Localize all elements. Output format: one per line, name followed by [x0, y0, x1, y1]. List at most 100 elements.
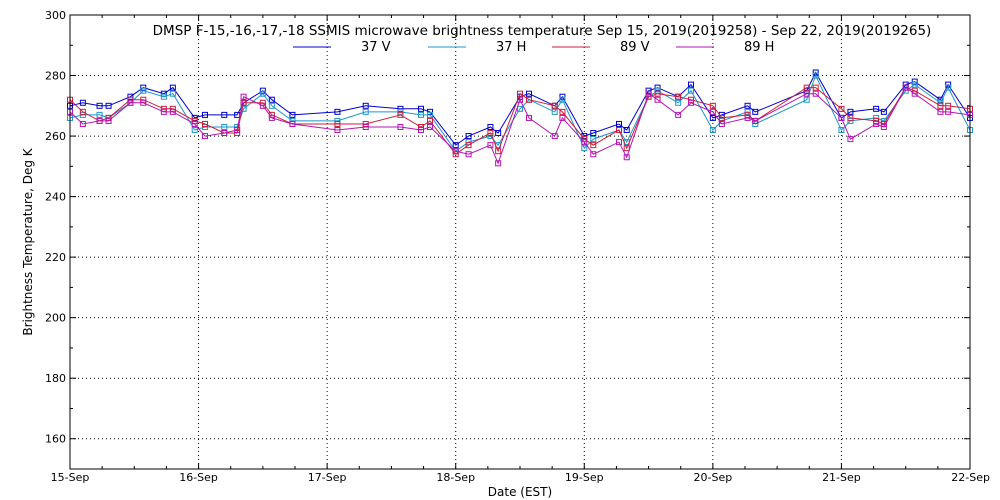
data-point: [873, 120, 880, 127]
legend-label: 37 H: [496, 40, 526, 55]
data-point: [709, 102, 716, 109]
data-point: [234, 127, 241, 134]
data-point: [397, 108, 404, 115]
data-point: [268, 114, 275, 121]
data-point: [240, 93, 247, 100]
data-point: [191, 120, 198, 127]
data-point: [334, 117, 341, 124]
data-point: [362, 120, 369, 127]
data-point: [616, 127, 622, 134]
data-point: [880, 108, 887, 115]
data-point: [268, 102, 275, 109]
x-tick-label: 21-Sep: [822, 471, 861, 484]
data-point: [590, 142, 597, 149]
data-point: [590, 130, 597, 137]
data-point: [616, 139, 622, 146]
data-point: [289, 120, 296, 127]
data-point: [902, 84, 909, 91]
data-point: [623, 154, 630, 161]
data-point: [847, 136, 854, 143]
data-point: [551, 133, 558, 140]
data-point: [752, 117, 759, 124]
data-point: [803, 96, 810, 103]
data-point: [362, 123, 369, 130]
data-point: [169, 105, 176, 112]
data-point: [654, 96, 661, 103]
y-tick-label: 200: [45, 312, 66, 325]
legend-entry: 89 V: [552, 40, 650, 55]
data-point: [616, 120, 622, 127]
data-point: [495, 160, 502, 167]
series-line: [69, 74, 971, 152]
data-point: [937, 108, 944, 115]
data-point: [495, 148, 502, 155]
data-point: [427, 111, 433, 118]
data-point: [160, 108, 167, 115]
data-point: [526, 114, 532, 121]
data-point: [221, 123, 228, 130]
data-point: [812, 84, 819, 91]
data-point: [465, 151, 472, 158]
plot-background: [70, 15, 970, 469]
data-point: [744, 111, 751, 118]
series-line: [69, 86, 971, 155]
data-point: [623, 145, 630, 152]
data-point: [96, 117, 103, 124]
data-point: [259, 90, 266, 97]
data-point: [362, 108, 369, 115]
data-point: [221, 130, 228, 137]
data-point: [427, 108, 433, 115]
data-point: [709, 108, 716, 115]
data-point: [847, 117, 854, 124]
data-point: [234, 130, 241, 137]
data-point: [140, 96, 147, 103]
data-point: [334, 108, 341, 115]
data-point: [160, 105, 167, 112]
data-point: [937, 102, 944, 109]
data-point: [623, 127, 630, 134]
x-tick-label: 22-Sep: [951, 471, 990, 484]
data-point: [752, 108, 759, 115]
legend-label: 89 H: [744, 40, 774, 55]
data-point: [880, 123, 887, 130]
data-point: [873, 105, 880, 112]
data-point: [487, 142, 494, 149]
data-point: [559, 108, 566, 115]
data-point: [559, 114, 566, 121]
data-point: [645, 90, 652, 97]
series-layer: [67, 69, 973, 167]
series-line: [69, 71, 971, 146]
data-point: [79, 99, 86, 106]
x-tick-label: 15-Sep: [51, 471, 90, 484]
y-tick-label: 240: [45, 191, 66, 204]
data-point: [79, 120, 86, 127]
x-tick-label: 17-Sep: [308, 471, 347, 484]
data-point: [838, 114, 845, 121]
data-point: [221, 111, 228, 118]
legend-entry: 37 H: [428, 40, 526, 55]
series-line: [69, 86, 971, 165]
data-point: [654, 90, 661, 97]
data-point: [675, 111, 682, 118]
x-tick-label: 20-Sep: [694, 471, 733, 484]
data-point: [688, 87, 694, 94]
data-point: [911, 90, 918, 97]
data-point: [718, 114, 725, 121]
data-point: [654, 87, 661, 94]
data-point: [688, 99, 694, 106]
data-point: [452, 148, 459, 155]
data-point: [847, 108, 854, 115]
legend-entry: 89 H: [676, 40, 774, 55]
data-point: [127, 99, 134, 106]
data-point: [744, 102, 751, 109]
data-point: [191, 117, 198, 124]
data-point: [517, 90, 523, 97]
data-point: [96, 111, 103, 118]
data-point: [675, 99, 682, 106]
data-point: [169, 90, 176, 97]
y-tick-label: 160: [45, 433, 66, 446]
data-point: [334, 120, 341, 127]
series-89-v: [67, 84, 973, 158]
data-point: [559, 96, 566, 103]
